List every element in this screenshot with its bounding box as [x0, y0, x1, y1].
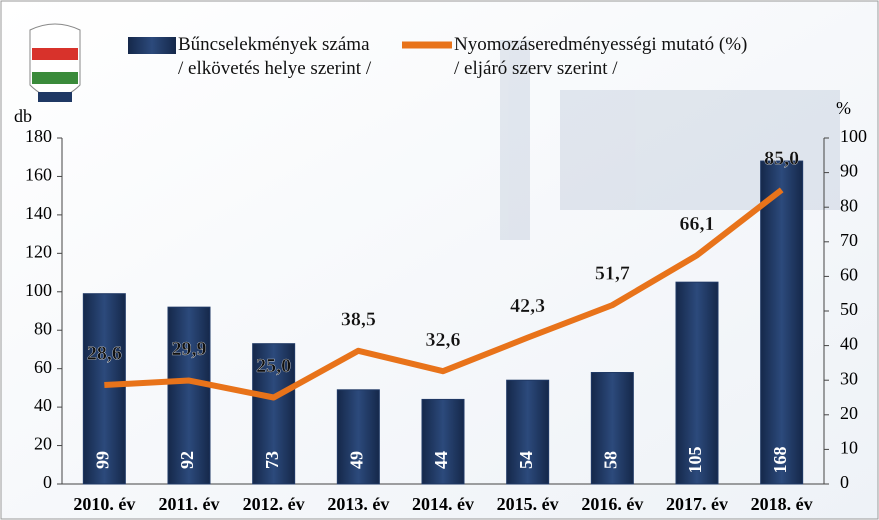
y2-tick-label: 10 — [840, 438, 858, 458]
x-tick-label: 2013. év — [327, 494, 389, 514]
line-value-label: 25,0 — [256, 355, 291, 377]
y2-tick-label: 40 — [840, 334, 858, 354]
x-tick-label: 2017. év — [666, 494, 728, 514]
y-tick-label: 60 — [34, 357, 52, 377]
line-value-label: 28,6 — [87, 343, 122, 365]
x-tick-label: 2012. év — [243, 494, 305, 514]
bar-value-label: 73 — [262, 451, 282, 469]
bar-value-label: 58 — [600, 451, 620, 469]
y-tick-label: 140 — [25, 203, 52, 223]
line-value-label: 66,1 — [680, 213, 715, 235]
y-tick-label: 0 — [43, 472, 52, 492]
bar-value-label: 168 — [770, 447, 790, 474]
x-tick-label: 2011. év — [159, 494, 220, 514]
bar-value-label: 99 — [92, 451, 112, 469]
y-tick-label: 160 — [25, 165, 52, 185]
y2-tick-label: 20 — [840, 403, 858, 423]
line-value-label: 29,9 — [172, 338, 207, 360]
bar-value-label: 54 — [516, 451, 536, 469]
y2-tick-label: 100 — [840, 126, 867, 146]
x-tick-label: 2018. év — [751, 494, 813, 514]
bar — [761, 161, 803, 484]
y2-tick-label: 50 — [840, 299, 858, 319]
y2-tick-label: 80 — [840, 195, 858, 215]
legend-entry: Nyomozáseredményességi mutató (%) / eljá… — [454, 33, 747, 81]
legend-swatch — [128, 37, 176, 54]
police-logo — [30, 24, 80, 102]
x-tick-label: 2015. év — [497, 494, 559, 514]
page: db % 0 20 40 60 80 100 120 140 160 180 0 10 20 30 40 50… — [0, 0, 879, 520]
y2-tick-label: 0 — [840, 472, 849, 492]
line-value-label: 38,5 — [341, 308, 376, 330]
y2-axis-label: % — [836, 98, 851, 118]
bar-value-label: 92 — [177, 451, 197, 469]
x-tick-label: 2014. év — [412, 494, 474, 514]
y2-tick-label: 70 — [840, 230, 858, 250]
y-tick-label: 100 — [25, 280, 52, 300]
y-tick-label: 180 — [25, 126, 52, 146]
y2-tick-label: 60 — [840, 265, 858, 285]
y-axis-label: db — [14, 106, 32, 126]
y-tick-label: 80 — [34, 318, 52, 338]
line-value-label: 51,7 — [595, 263, 630, 285]
legend-entry: Bűncselekmények száma / elkövetés helye … — [178, 33, 371, 81]
x-tick-label: 2010. év — [73, 494, 135, 514]
y-tick-label: 120 — [25, 241, 52, 261]
bar — [422, 399, 464, 484]
line-value-label: 42,3 — [510, 295, 545, 317]
y-tick-label: 40 — [34, 395, 52, 415]
x-tick-label: 2016. év — [581, 494, 643, 514]
line-value-label: 32,6 — [426, 329, 461, 351]
bar-value-label: 44 — [431, 451, 451, 469]
bar-value-label: 49 — [346, 451, 366, 469]
line-value-label: 85,0 — [764, 147, 799, 169]
y-tick-label: 20 — [34, 434, 52, 454]
bar-value-label: 105 — [685, 447, 705, 474]
y2-tick-label: 90 — [840, 161, 858, 181]
y2-tick-label: 30 — [840, 368, 858, 388]
